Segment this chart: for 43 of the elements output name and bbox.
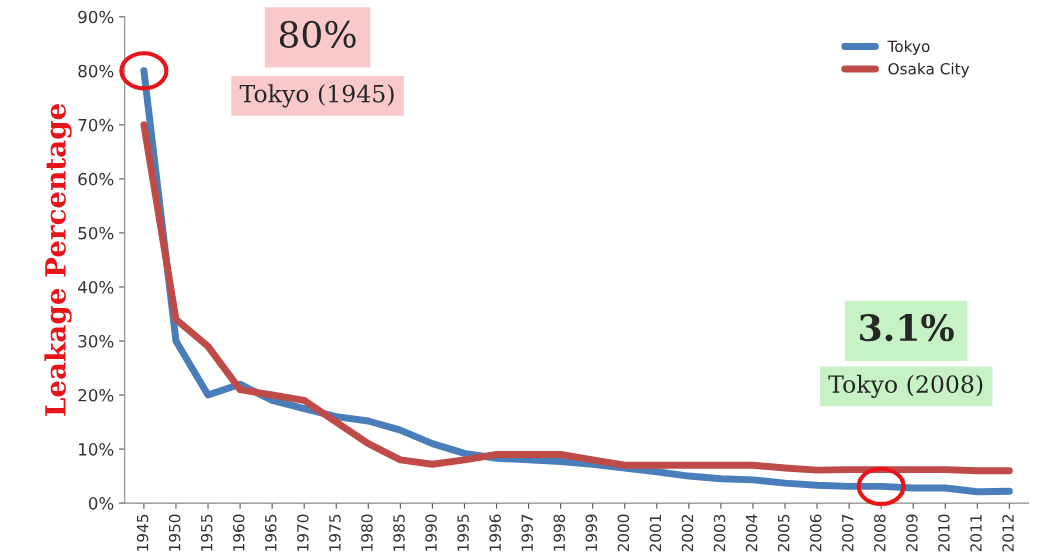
y-tick-label: 50% bbox=[78, 226, 114, 240]
x-tick-label: 2012 bbox=[1002, 515, 1014, 552]
annotation: 80% Tokyo (1945) bbox=[239, 20, 394, 108]
x-tick-label: 2003 bbox=[713, 514, 726, 552]
x-tick-label: 1999 bbox=[585, 514, 598, 551]
y-tick-label: 20% bbox=[78, 388, 114, 402]
x-tick-label: 2006 bbox=[809, 514, 822, 552]
x-tick-label: 2002 bbox=[681, 515, 694, 552]
y-tick-label: 0% bbox=[88, 497, 114, 510]
x-tick-label: 2007 bbox=[841, 514, 854, 552]
x-tick-label: 1975 bbox=[329, 514, 341, 551]
x-tick-label: 2010 bbox=[938, 514, 950, 552]
x-tick-label: 1998 bbox=[553, 514, 566, 551]
x-tick-label: 1970 bbox=[297, 514, 309, 551]
x-tick-label: 2009 bbox=[906, 514, 918, 552]
x-tick-label: 2004 bbox=[745, 514, 758, 552]
legend-label: Osaka City bbox=[888, 62, 970, 78]
x-tick-label: 1960 bbox=[232, 514, 245, 551]
y-tick-label: 30% bbox=[78, 334, 114, 348]
x-tick-label: 1985 bbox=[393, 514, 405, 551]
annotation: 3.1% Tokyo (2008) bbox=[828, 313, 983, 398]
y-tick-label: 80% bbox=[78, 64, 114, 78]
x-tick-label: 1955 bbox=[200, 514, 213, 551]
x-tick-label: 1965 bbox=[265, 514, 277, 551]
x-tick-label: 1997 bbox=[521, 514, 533, 551]
x-tick-label: 1945 bbox=[136, 514, 149, 551]
y-tick-label: 70% bbox=[78, 118, 114, 132]
y-tick-label: 90% bbox=[78, 10, 114, 24]
x-tick-label: 2011 bbox=[970, 514, 982, 552]
y-tick-label: 40% bbox=[78, 280, 114, 294]
x-tick-label: 1980 bbox=[361, 514, 373, 551]
y-axis-title: Leakage Percentage bbox=[44, 104, 72, 416]
x-tick-label: 1950 bbox=[168, 514, 181, 551]
legend-label: Tokyo bbox=[887, 40, 930, 56]
x-tick-label: 2008 bbox=[874, 514, 886, 552]
x-tick-label: 2000 bbox=[617, 514, 630, 552]
x-tick-label: 1995 bbox=[457, 514, 469, 551]
x-tick-label: 2005 bbox=[777, 514, 790, 552]
x-tick-label: 2001 bbox=[649, 514, 662, 552]
y-tick-label: 10% bbox=[79, 443, 114, 456]
x-tick-label: 1996 bbox=[489, 514, 501, 551]
y-tick-label: 60% bbox=[78, 172, 114, 186]
x-tick-label: 1990 bbox=[425, 514, 437, 551]
